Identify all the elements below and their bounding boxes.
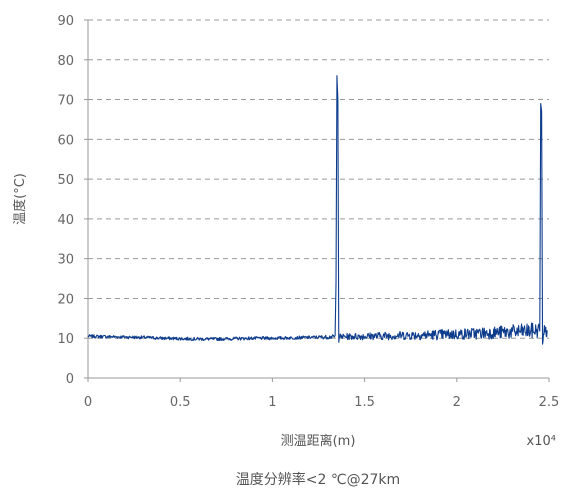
y-tick-label: 80 bbox=[57, 54, 74, 69]
x-tick-label: 2.5 bbox=[539, 395, 560, 410]
x-tick-label: 2 bbox=[453, 395, 461, 410]
data-series bbox=[87, 75, 548, 345]
y-tick-label: 60 bbox=[57, 133, 74, 148]
x-axis-multiplier: x10⁴ bbox=[527, 434, 556, 449]
axes bbox=[84, 19, 550, 382]
y-tick-label: 50 bbox=[57, 173, 74, 188]
y-tick-label: 70 bbox=[57, 94, 74, 109]
x-axis-label: 测温距离(m) bbox=[281, 433, 356, 449]
x-tick-labels: 0 0.5 1 1.5 2 2.5 bbox=[84, 395, 559, 410]
x-tick-label: 1.5 bbox=[354, 395, 375, 410]
x-tick-label: 1 bbox=[268, 395, 276, 410]
horizontal-grid-lines bbox=[88, 19, 549, 339]
y-tick-label: 90 bbox=[57, 14, 74, 29]
x-tick-label: 0.5 bbox=[170, 395, 191, 410]
y-tick-label: 20 bbox=[57, 292, 74, 307]
y-tick-label: 0 bbox=[66, 372, 74, 387]
x-tick-label: 0 bbox=[84, 395, 92, 410]
series-line bbox=[87, 75, 548, 345]
y-axis-label: 温度(°C) bbox=[12, 173, 28, 225]
y-tick-label: 10 bbox=[57, 332, 74, 347]
y-tick-label: 30 bbox=[57, 253, 74, 268]
y-tick-label: 40 bbox=[57, 213, 74, 228]
chart-caption: 温度分辨率<2 ℃@27km bbox=[236, 471, 400, 488]
y-tick-labels: 0 10 20 30 40 50 60 70 80 90 bbox=[57, 14, 74, 387]
